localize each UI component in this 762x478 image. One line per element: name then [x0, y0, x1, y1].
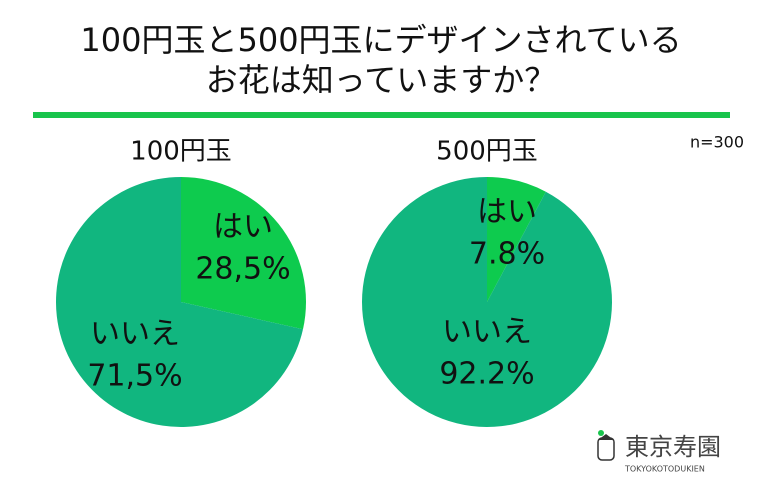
pie-title: 100円玉	[130, 137, 232, 167]
sample-note: n=300	[690, 133, 744, 152]
chart-title: 100円玉と500円玉にデザインされている	[80, 21, 681, 59]
pie-slice	[56, 177, 303, 427]
slice-value-label: 71,5%	[87, 359, 182, 394]
pie-slice	[362, 177, 613, 427]
slice-label: はい	[477, 195, 537, 230]
logo-romaji: TOKYOKOTODUKIEN	[624, 465, 705, 474]
slice-value-label: 28,5%	[195, 252, 290, 287]
chart-title: お花は知っていますか？	[206, 61, 556, 99]
slice-label: いいえ	[442, 315, 532, 350]
logo-icon	[598, 434, 614, 440]
pie-slice	[181, 177, 307, 330]
logo-name: 東京寿園	[625, 433, 721, 461]
slice-value-label: 7.8%	[469, 237, 545, 272]
logo: 東京寿園 TOKYOKOTODUKIEN	[597, 430, 721, 474]
slice-label: はい	[213, 210, 273, 245]
logo-icon	[598, 430, 604, 436]
slice-value-label: 92.2%	[439, 357, 534, 392]
pie-slice	[487, 177, 546, 302]
pie-title: 500円玉	[436, 137, 538, 167]
divider	[33, 112, 730, 118]
slice-label: いいえ	[90, 317, 180, 352]
